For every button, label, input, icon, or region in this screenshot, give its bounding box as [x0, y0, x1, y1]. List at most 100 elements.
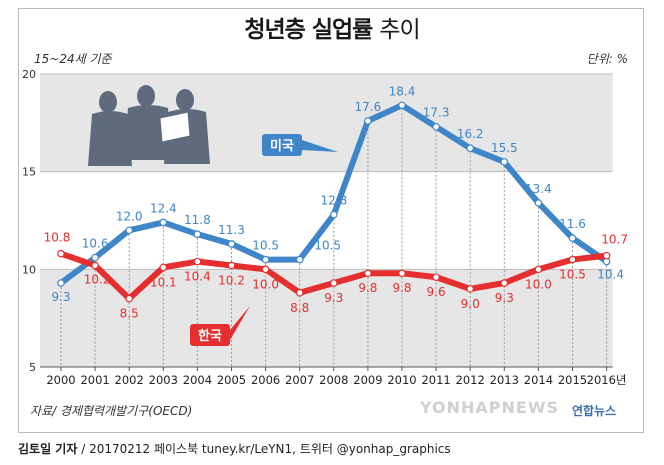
- x-tick-2001: 2001: [80, 373, 109, 387]
- x-tick-2002: 2002: [115, 373, 144, 387]
- x-tick-2016년: 2016년: [587, 373, 627, 387]
- us-series-point: [159, 218, 168, 227]
- kr-series-point: [57, 249, 65, 258]
- kr-data-label: 10.4: [184, 270, 211, 284]
- us-data-label: 10.4: [597, 268, 624, 282]
- kr-data-label: 8.8: [290, 301, 309, 315]
- legend-kr-pointer: [230, 306, 250, 340]
- kr-series-point: [295, 288, 304, 297]
- x-tick-2007: 2007: [285, 373, 314, 387]
- us-series-point: [500, 158, 509, 166]
- kr-data-label: 9.0: [461, 297, 480, 311]
- kr-series-point: [568, 255, 577, 264]
- credit-line: 김토일 기자 / 20170212 페이스북 tuney.kr/LeYN1, 트…: [18, 440, 451, 457]
- kr-series-point: [193, 257, 202, 266]
- person-body-icon: [88, 111, 132, 166]
- us-series-point: [432, 122, 440, 131]
- us-series-point: [295, 255, 304, 264]
- yonhap-logo: 연합뉴스: [572, 404, 617, 418]
- y-tick-15: 15: [22, 166, 36, 179]
- kr-data-label: 8.5: [120, 307, 139, 321]
- kr-series-point: [125, 294, 134, 303]
- us-data-label: 10.6: [82, 237, 109, 251]
- us-series-point: [193, 230, 202, 238]
- credit-rest: / 20170212 페이스북 tuney.kr/LeYN1, 트위터 @yon…: [77, 442, 451, 456]
- us-series-point: [91, 253, 99, 262]
- kr-data-label: 9.6: [427, 285, 446, 299]
- unit-label: 단위: %: [586, 52, 628, 66]
- kr-series-point: [364, 269, 372, 278]
- basis-note: 15~24세 기준: [34, 52, 112, 66]
- x-tick-2005: 2005: [217, 373, 246, 387]
- kr-data-label: 10.7: [601, 233, 628, 247]
- person-head-icon: [176, 89, 194, 111]
- us-series-point: [125, 226, 134, 235]
- kr-series-point: [500, 279, 509, 287]
- x-tick-2006: 2006: [251, 373, 280, 387]
- x-tick-2004: 2004: [183, 373, 212, 387]
- us-series-point: [364, 117, 372, 125]
- us-data-label: 18.4: [389, 84, 416, 98]
- us-data-label: 10.5: [252, 239, 279, 253]
- kr-series-point: [432, 273, 440, 281]
- credit-author: 김토일 기자: [18, 442, 78, 456]
- us-data-label: 11.6: [559, 217, 586, 231]
- kr-data-label: 10.5: [559, 268, 586, 282]
- kr-data-label: 9.8: [358, 281, 377, 295]
- x-tick-2015: 2015: [558, 373, 587, 387]
- kr-data-label: 10.2: [218, 273, 245, 287]
- x-tick-2000: 2000: [46, 373, 75, 387]
- us-data-label: 16.2: [457, 127, 484, 141]
- us-data-label: 12.4: [150, 201, 177, 215]
- legend-us-text: 미국: [270, 138, 294, 154]
- y-tick-5: 5: [29, 361, 36, 374]
- kr-data-label: 10.0: [252, 277, 279, 291]
- us-series-point: [398, 101, 406, 110]
- kr-data-label: 10.0: [525, 277, 552, 291]
- y-tick-20: 20: [22, 68, 36, 81]
- x-tick-2009: 2009: [353, 373, 382, 387]
- legend-us-pointer: [302, 140, 338, 152]
- x-tick-2010: 2010: [387, 373, 416, 387]
- x-tick-2003: 2003: [149, 373, 178, 387]
- kr-series-point: [602, 251, 611, 260]
- kr-data-label: 9.8: [392, 281, 411, 295]
- kr-series-point: [398, 269, 406, 278]
- person-head-icon: [137, 85, 155, 107]
- us-data-label: 17.3: [423, 106, 450, 120]
- x-tick-2008: 2008: [319, 373, 348, 387]
- kr-data-label: 10.8: [44, 231, 71, 245]
- us-data-label: 9.3: [51, 290, 70, 304]
- us-series-point: [261, 255, 270, 264]
- chart-title: 청년층 실업률 추이: [0, 10, 664, 44]
- kr-series-point: [261, 265, 270, 274]
- y-tick-10: 10: [22, 263, 36, 276]
- kr-series-point: [227, 261, 236, 270]
- title-sub: 추이: [379, 17, 420, 43]
- us-data-label: 15.5: [491, 141, 518, 155]
- kr-series-point: [534, 265, 543, 274]
- document-icon: [159, 111, 191, 143]
- us-data-label: 12.8: [320, 194, 347, 208]
- kr-data-label: 9.3: [495, 291, 514, 305]
- kr-series-point: [159, 263, 168, 272]
- us-data-label: 10.5: [314, 239, 341, 253]
- legend-kr-box: [190, 324, 230, 346]
- us-data-label: 13.4: [525, 182, 552, 196]
- us-series-point: [534, 199, 543, 207]
- person-head-icon: [99, 91, 117, 113]
- us-series-point: [466, 144, 475, 153]
- title-main: 청년층 실업률: [244, 17, 373, 43]
- kr-data-label: 10.2: [84, 272, 111, 286]
- us-data-label: 11.3: [218, 223, 245, 237]
- kr-data-label: 9.3: [324, 291, 343, 305]
- us-data-label: 11.8: [184, 213, 211, 227]
- legend-us-box: [262, 134, 302, 156]
- us-series-point: [329, 210, 338, 219]
- us-data-label: 12.0: [116, 209, 143, 223]
- x-tick-2013: 2013: [490, 373, 519, 387]
- legend-kr-text: 한국: [198, 328, 222, 344]
- us-series-point: [227, 240, 236, 248]
- kr-data-label: 10.1: [150, 275, 177, 289]
